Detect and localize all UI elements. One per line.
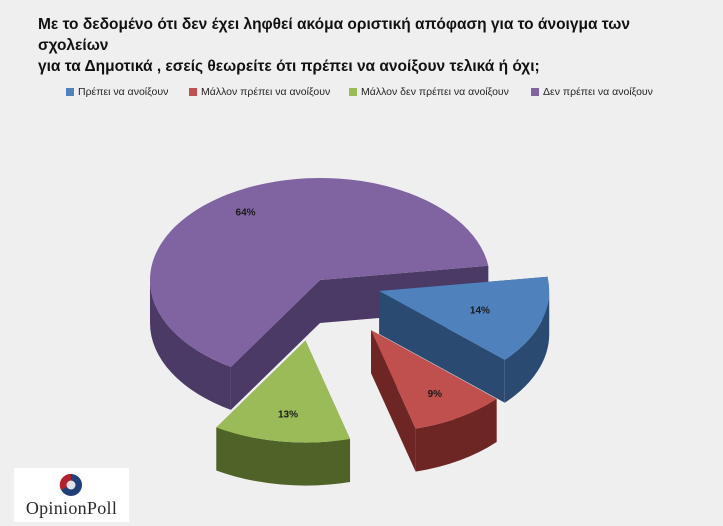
slice-top-2 xyxy=(216,340,351,443)
slice-top-3 xyxy=(150,178,489,367)
data-label-0: 14% xyxy=(470,306,490,317)
logo-text: OpinionPoll xyxy=(25,498,118,518)
slice-side-2 xyxy=(216,427,351,486)
chart-title-line-1: Με το δεδομένο ότι δεν έχει ληφθεί ακόμα… xyxy=(38,16,630,54)
legend-item-3: Δεν πρέπει να ανοίξουν xyxy=(531,86,653,98)
legend-item-1: Μάλλον πρέπει να ανοίξουν xyxy=(189,86,330,98)
slice-top-0 xyxy=(379,276,550,360)
data-label-2: 13% xyxy=(278,409,298,420)
legend-label-1: Μάλλον πρέπει να ανοίξουν xyxy=(201,86,331,98)
slice-side-0 xyxy=(504,291,550,403)
legend-item-2: Μάλλον δεν πρέπει να ανοίξουν xyxy=(349,86,509,98)
legend-label-0: Πρέπει να ανοίξουν xyxy=(78,86,169,98)
opinionpoll-logo: OpinionPoll xyxy=(14,468,129,522)
slice-edge-0-1 xyxy=(379,291,505,403)
data-label-1: 9% xyxy=(428,389,443,400)
legend-label-3: Δεν πρέπει να ανοίξουν xyxy=(543,86,653,98)
chart-legend: Πρέπει να ανοίξουν Μάλλον πρέπει να ανοί… xyxy=(66,86,706,104)
slice-side-3 xyxy=(150,280,231,410)
chart-title: Με το δεδομένο ότι δεν έχει ληφθεί ακόμα… xyxy=(38,14,698,77)
legend-swatch-0 xyxy=(66,88,74,96)
chart-title-line-2: για τα Δημοτικά , εσείς θεωρείτε ότι πρέ… xyxy=(38,58,540,75)
slice-edge-3-0 xyxy=(230,280,320,410)
slice-edge-1-1 xyxy=(371,330,416,472)
legend-label-2: Μάλλον δεν πρέπει να ανοίξουν xyxy=(361,86,509,98)
slice-top-1 xyxy=(371,330,497,429)
legend-swatch-3 xyxy=(531,88,539,96)
legend-swatch-1 xyxy=(189,88,197,96)
logo-mark-icon xyxy=(59,473,82,496)
legend-swatch-2 xyxy=(349,88,357,96)
legend-item-0: Πρέπει να ανοίξουν xyxy=(66,86,168,98)
data-label-3: 64% xyxy=(236,208,256,219)
